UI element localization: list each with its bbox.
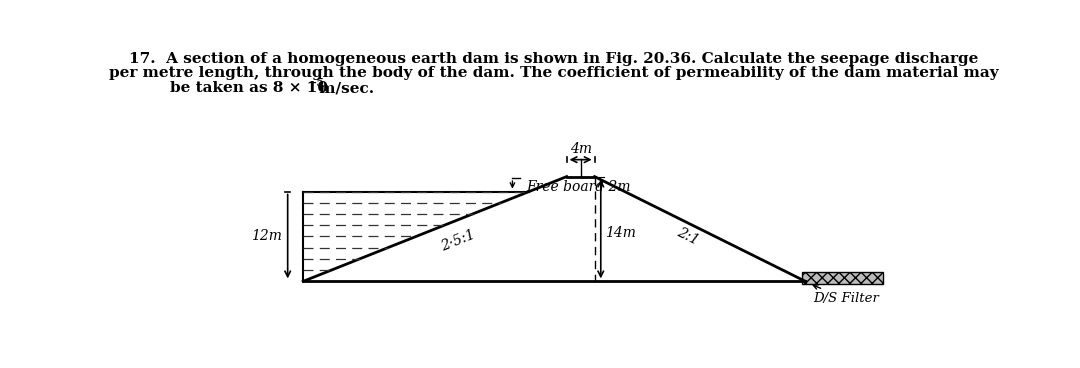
Bar [801,272,882,284]
Text: 17.  A section of a homogeneous earth dam is shown in Fig. 20.36. Calculate the : 17. A section of a homogeneous earth dam… [129,52,978,66]
Text: be taken as 8 × 10: be taken as 8 × 10 [170,81,328,95]
Text: 2·5:1: 2·5:1 [440,227,477,254]
Text: 4m: 4m [569,142,592,156]
Text: 2:1: 2:1 [675,225,702,248]
Text: D/S Filter: D/S Filter [813,285,879,305]
Text: 12m: 12m [251,229,282,244]
Text: −5: −5 [308,77,325,88]
Text: per metre length, through the body of the dam. The coefficient of permeability o: per metre length, through the body of th… [109,67,998,81]
Text: 14m: 14m [606,226,636,240]
Text: m/sec.: m/sec. [314,81,374,95]
Text: Free board 2m: Free board 2m [526,180,631,194]
